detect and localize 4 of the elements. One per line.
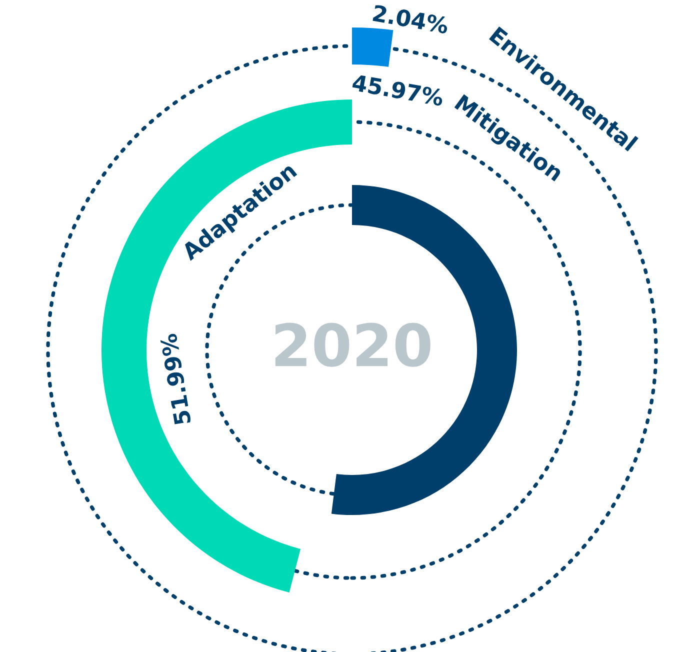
data-label: 2.04% [372, 4, 450, 34]
data-label: 51.99% [160, 333, 192, 425]
text: 2020 [275, 322, 430, 367]
data-label: 45.97% [352, 74, 444, 106]
